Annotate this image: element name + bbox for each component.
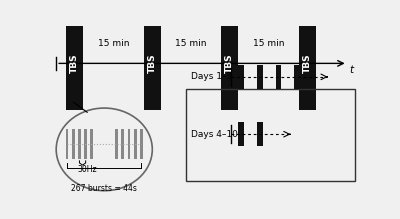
Bar (134, 129, 137, 159)
Bar (90, 129, 93, 159)
Bar (115, 129, 118, 159)
Text: 30Hz: 30Hz (77, 165, 97, 174)
Text: TBS: TBS (148, 54, 157, 73)
Text: TBS: TBS (225, 54, 234, 73)
Text: 15 min: 15 min (253, 39, 284, 48)
Bar (186, 89, 355, 181)
Bar (72, 129, 75, 159)
Bar (238, 122, 244, 146)
Text: Days 1–3: Days 1–3 (191, 72, 232, 81)
Bar (221, 17, 238, 110)
Text: 15 min: 15 min (98, 39, 129, 48)
Bar (299, 17, 316, 110)
Bar (294, 65, 300, 89)
Bar (66, 17, 83, 110)
Bar (140, 129, 143, 159)
Text: TBS: TBS (70, 54, 79, 73)
Bar (238, 65, 244, 89)
Text: Days 4–10: Days 4–10 (191, 130, 238, 139)
Text: t: t (349, 65, 353, 75)
Bar (122, 129, 124, 159)
Bar (144, 17, 161, 110)
Bar (257, 65, 263, 89)
Bar (128, 129, 130, 159)
Bar (78, 129, 81, 159)
Bar (66, 129, 68, 159)
Bar (84, 129, 87, 159)
Text: 15 min: 15 min (175, 39, 207, 48)
Bar (276, 65, 281, 89)
Text: 267 bursts = 44s: 267 bursts = 44s (71, 184, 137, 193)
Bar (257, 122, 263, 146)
Text: TBS: TBS (303, 54, 312, 73)
